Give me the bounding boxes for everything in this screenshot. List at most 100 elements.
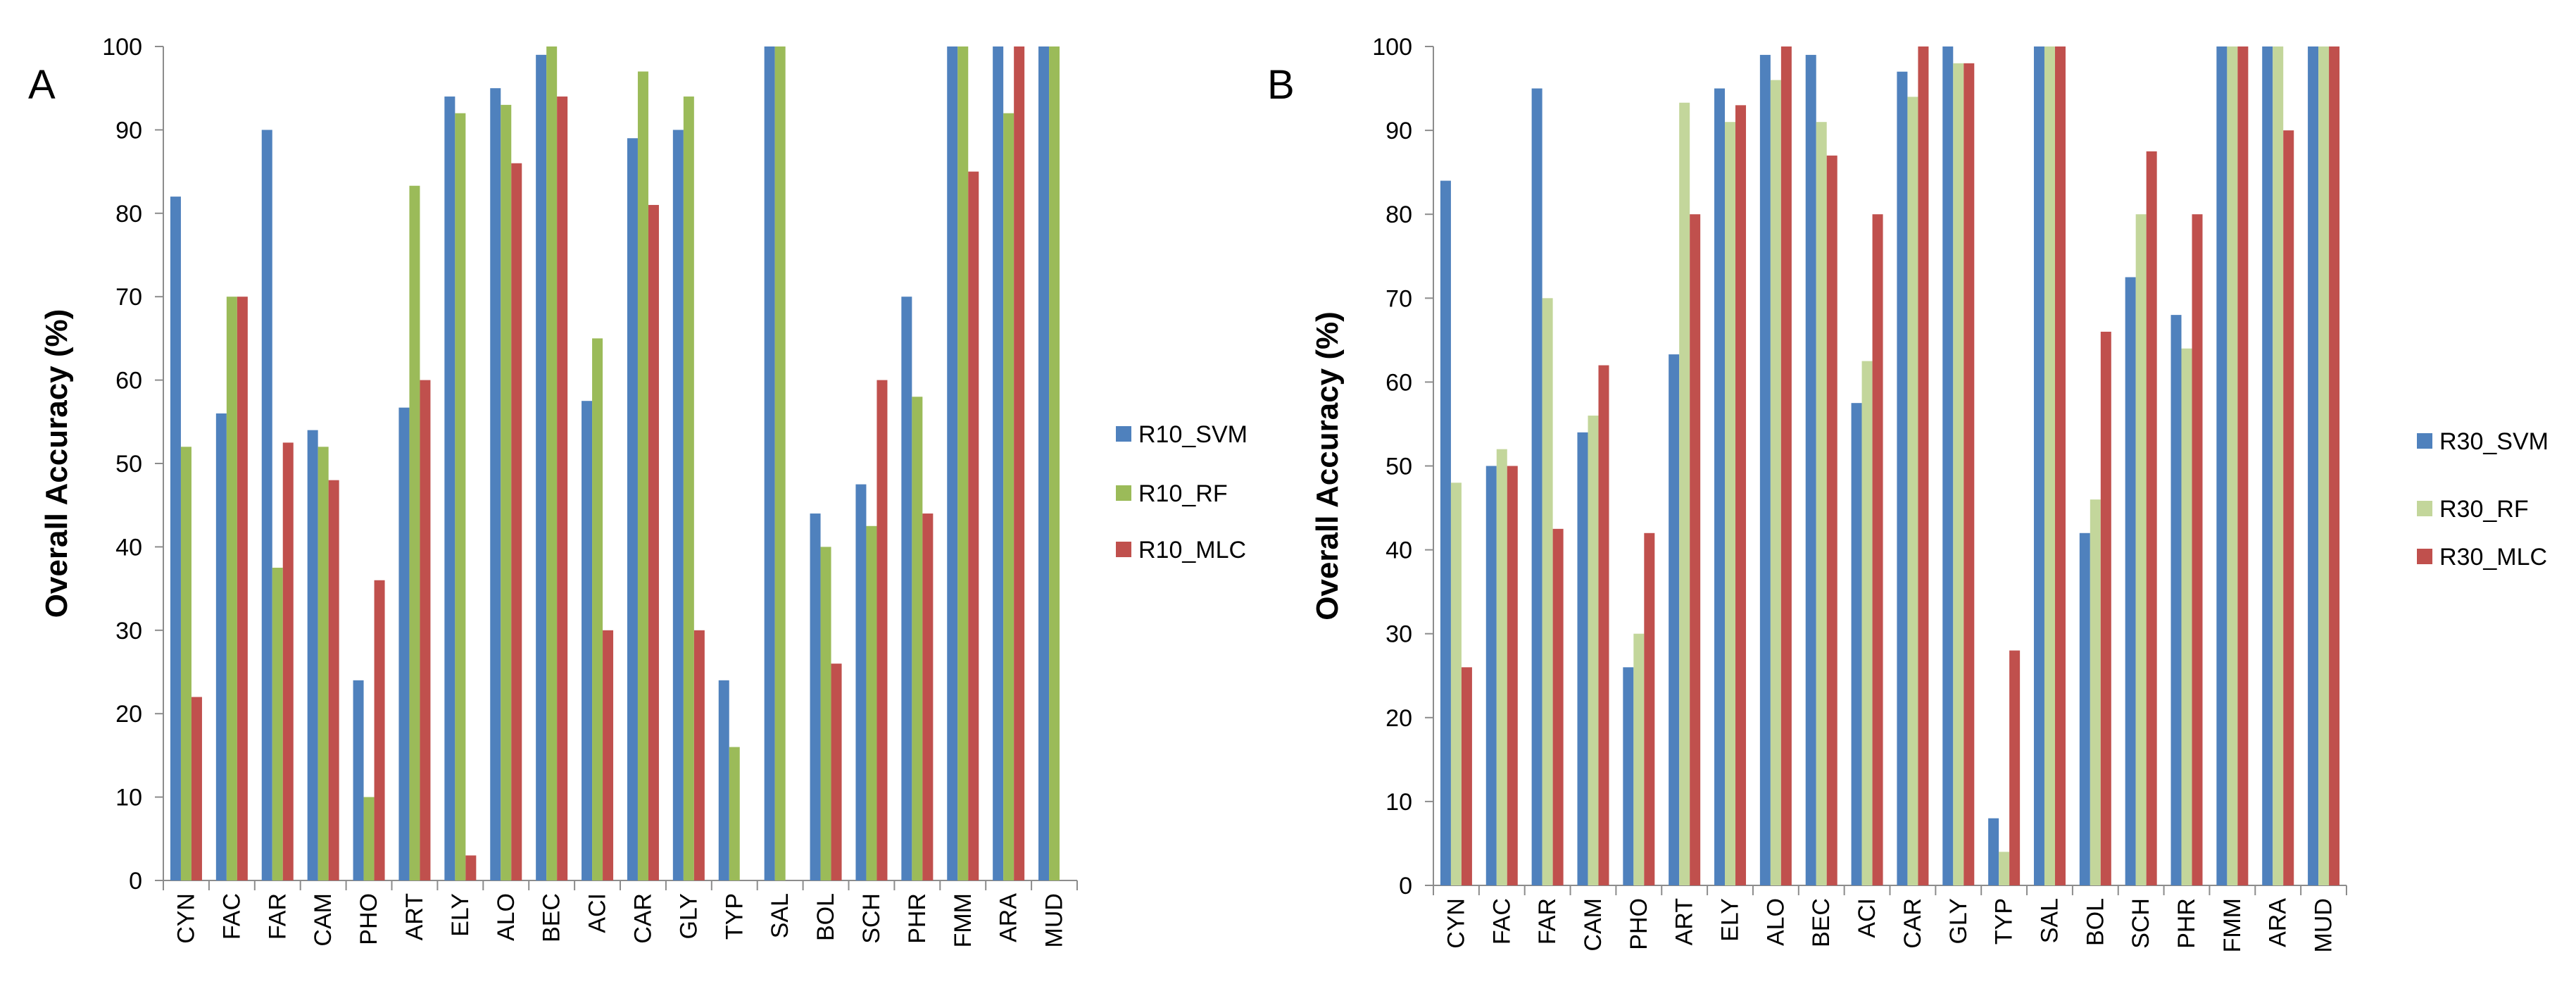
x-tick-label-sal: SAL	[767, 893, 793, 938]
bar-r10-mlc-ely	[465, 855, 477, 880]
y-axis-label: Overall Accuracy (%)	[1310, 311, 1345, 621]
x-tick-label-gly: GLY	[675, 893, 702, 940]
bar-r30-rf-cam	[1588, 416, 1599, 885]
bar-r30-svm-pho	[1623, 667, 1634, 885]
bar-r10-rf-sal	[774, 46, 786, 880]
bar-r30-rf-typ	[1999, 852, 2010, 885]
bar-r30-svm-ara	[2262, 46, 2273, 885]
legend-label-r10-mlc: R10_MLC	[1138, 537, 1246, 563]
bar-r30-mlc-typ	[2009, 650, 2021, 885]
y-tick-label: 90	[115, 117, 142, 144]
bar-r10-rf-gly	[683, 96, 694, 880]
bar-r10-mlc-ara	[1014, 46, 1025, 880]
bar-r10-rf-art	[409, 185, 420, 880]
y-tick-label: 40	[115, 534, 142, 561]
bar-r10-svm-alo	[490, 88, 501, 881]
bar-r10-svm-sch	[855, 484, 867, 880]
bar-r30-svm-typ	[1988, 818, 1999, 885]
bar-r30-mlc-sch	[2146, 151, 2157, 885]
x-tick-label-ara: ARA	[995, 893, 1022, 942]
bar-r30-rf-alo	[1770, 80, 1781, 885]
bar-r10-rf-car	[637, 71, 648, 880]
bar-r30-rf-phr	[2181, 348, 2192, 885]
y-tick-label: 50	[115, 451, 142, 478]
y-tick-label: 40	[1386, 537, 1412, 564]
y-tick-label: 80	[1386, 201, 1412, 228]
bar-r10-svm-fac	[215, 413, 227, 880]
x-tick-label-sal: SAL	[2036, 898, 2063, 943]
x-tick-label-mud: MUD	[2311, 898, 2337, 952]
y-tick-label: 20	[115, 701, 142, 728]
bar-r10-mlc-cyn	[191, 697, 202, 880]
y-tick-label: 30	[115, 618, 142, 644]
bar-r10-svm-mud	[1038, 46, 1050, 880]
x-tick-label-car: CAR	[1899, 898, 1926, 949]
bar-r10-svm-pho	[353, 680, 364, 880]
bar-r30-rf-aci	[1861, 361, 1873, 885]
legend-swatch-r10-svm	[1116, 426, 1131, 442]
bar-r10-mlc-fac	[237, 297, 248, 880]
bar-r10-mlc-aci	[603, 630, 614, 880]
bar-r10-svm-ely	[444, 96, 455, 880]
bar-r10-mlc-far	[282, 442, 294, 880]
x-tick-label-ely: ELY	[447, 893, 474, 937]
bar-r10-mlc-pho	[374, 580, 385, 880]
bar-r10-svm-cam	[307, 430, 318, 880]
bar-r10-mlc-bol	[831, 664, 842, 880]
bar-r30-svm-bec	[1805, 54, 1816, 885]
legend-label-r30-mlc: R30_MLC	[2439, 544, 2547, 571]
bar-r10-rf-fmm	[957, 46, 969, 880]
legend-swatch-r10-rf	[1116, 485, 1131, 501]
x-tick-label-art: ART	[1671, 898, 1698, 945]
x-tick-label-bol: BOL	[812, 893, 839, 941]
bar-r30-svm-aci	[1851, 403, 1862, 885]
bar-r30-mlc-far	[1552, 528, 1564, 885]
x-tick-label-gly: GLY	[1945, 898, 1972, 945]
bar-r30-rf-ely	[1725, 122, 1736, 886]
y-axis-label: Overall Accuracy (%)	[39, 309, 74, 618]
bar-r10-mlc-gly	[693, 630, 705, 880]
legend-label-r10-rf: R10_RF	[1138, 480, 1228, 507]
y-tick-label: 0	[1399, 873, 1412, 899]
x-tick-label-fmm: FMM	[2219, 898, 2246, 952]
bar-r30-rf-sch	[2135, 214, 2147, 885]
y-tick-label: 70	[1386, 285, 1412, 312]
x-tick-label-mud: MUD	[1041, 893, 1068, 947]
x-tick-label-far: FAR	[264, 893, 291, 940]
bar-r10-svm-car	[627, 138, 638, 881]
legend-label-r30-svm: R30_SVM	[2439, 428, 2549, 455]
y-tick-label: 20	[1386, 705, 1412, 732]
x-tick-label-art: ART	[401, 893, 428, 940]
bar-r30-mlc-cyn	[1461, 667, 1472, 885]
bar-r30-mlc-car	[1918, 46, 1929, 885]
bar-r10-svm-cyn	[170, 197, 181, 880]
x-tick-label-ara: ARA	[2265, 898, 2292, 947]
bar-r30-rf-bol	[2090, 499, 2101, 885]
bar-r30-svm-sch	[2125, 277, 2136, 885]
bar-r30-rf-ara	[2273, 46, 2284, 885]
y-tick-label: 100	[102, 34, 142, 61]
x-tick-label-pho: PHO	[356, 893, 382, 945]
bar-r30-svm-art	[1669, 354, 1680, 885]
bar-r30-svm-fac	[1485, 466, 1497, 885]
x-tick-label-alo: ALO	[493, 893, 520, 941]
bar-r30-mlc-fac	[1507, 466, 1518, 885]
bar-r10-svm-aci	[582, 401, 593, 880]
bar-r10-mlc-bec	[557, 96, 568, 880]
x-tick-label-cam: CAM	[310, 893, 337, 947]
bar-r10-rf-cyn	[180, 447, 191, 880]
bar-r30-svm-fmm	[2216, 46, 2228, 885]
bar-r10-svm-bec	[536, 54, 547, 881]
bar-r10-svm-bol	[810, 513, 821, 880]
bar-r30-mlc-sal	[2054, 46, 2066, 885]
bar-r10-svm-sal	[764, 46, 775, 880]
bar-r30-svm-far	[1531, 88, 1543, 885]
bar-r30-mlc-gly	[1964, 63, 1975, 886]
legend-swatch-r30-rf	[2417, 501, 2432, 516]
x-tick-label-aci: ACI	[584, 893, 611, 933]
bar-r30-svm-phr	[2170, 315, 2182, 885]
bar-r10-rf-pho	[363, 797, 375, 880]
x-tick-label-typ: TYP	[721, 893, 748, 940]
x-tick-label-aci: ACI	[1854, 898, 1880, 938]
bar-r30-rf-art	[1679, 102, 1690, 885]
